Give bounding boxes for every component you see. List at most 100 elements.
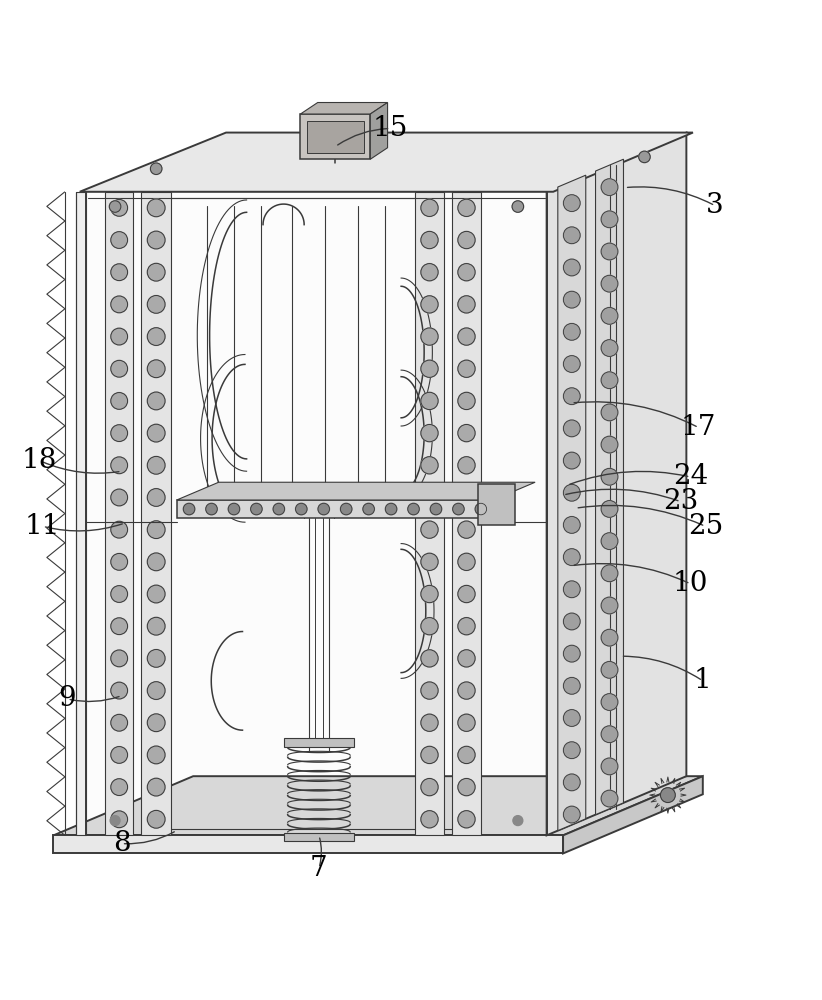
Circle shape bbox=[421, 360, 438, 377]
Circle shape bbox=[421, 296, 438, 313]
Circle shape bbox=[421, 811, 438, 828]
Circle shape bbox=[601, 307, 618, 324]
Circle shape bbox=[111, 457, 127, 474]
Circle shape bbox=[563, 291, 580, 308]
Polygon shape bbox=[301, 114, 370, 159]
Polygon shape bbox=[563, 776, 703, 853]
Circle shape bbox=[458, 392, 475, 410]
Circle shape bbox=[111, 264, 127, 281]
Circle shape bbox=[601, 597, 618, 614]
Circle shape bbox=[421, 746, 438, 764]
Text: 25: 25 bbox=[688, 513, 723, 540]
Circle shape bbox=[563, 356, 580, 372]
Circle shape bbox=[340, 503, 352, 515]
Polygon shape bbox=[177, 500, 493, 518]
Circle shape bbox=[458, 328, 475, 345]
Circle shape bbox=[111, 747, 127, 763]
Circle shape bbox=[563, 195, 580, 211]
Circle shape bbox=[421, 618, 438, 635]
Circle shape bbox=[147, 360, 165, 378]
Text: 1: 1 bbox=[694, 667, 712, 694]
Circle shape bbox=[563, 710, 580, 726]
Text: 18: 18 bbox=[21, 447, 58, 474]
Text: 3: 3 bbox=[706, 192, 724, 219]
Circle shape bbox=[512, 201, 524, 212]
Circle shape bbox=[421, 199, 438, 216]
Circle shape bbox=[251, 503, 262, 515]
Polygon shape bbox=[53, 835, 563, 853]
Circle shape bbox=[458, 618, 475, 635]
Circle shape bbox=[147, 263, 165, 281]
Circle shape bbox=[421, 553, 438, 570]
Circle shape bbox=[421, 682, 438, 699]
Polygon shape bbox=[595, 159, 624, 815]
Circle shape bbox=[421, 585, 438, 603]
Circle shape bbox=[421, 328, 438, 345]
Circle shape bbox=[458, 264, 475, 281]
Circle shape bbox=[111, 232, 127, 248]
Circle shape bbox=[421, 424, 438, 442]
Circle shape bbox=[147, 231, 165, 249]
Circle shape bbox=[563, 227, 580, 244]
Circle shape bbox=[601, 501, 618, 517]
Text: 24: 24 bbox=[673, 463, 708, 490]
Circle shape bbox=[111, 811, 127, 828]
Circle shape bbox=[147, 682, 165, 699]
Circle shape bbox=[183, 503, 195, 515]
Polygon shape bbox=[370, 103, 388, 159]
Circle shape bbox=[147, 456, 165, 474]
Text: 15: 15 bbox=[372, 115, 409, 142]
Circle shape bbox=[563, 484, 580, 501]
Circle shape bbox=[601, 726, 618, 743]
Circle shape bbox=[563, 581, 580, 598]
Circle shape bbox=[458, 231, 475, 249]
Polygon shape bbox=[177, 482, 535, 500]
Circle shape bbox=[111, 682, 127, 699]
Polygon shape bbox=[301, 103, 388, 114]
Circle shape bbox=[109, 201, 121, 212]
Circle shape bbox=[111, 553, 127, 570]
Circle shape bbox=[601, 468, 618, 485]
Circle shape bbox=[563, 323, 580, 340]
Circle shape bbox=[229, 503, 240, 515]
Circle shape bbox=[601, 436, 618, 453]
Circle shape bbox=[563, 613, 580, 630]
Circle shape bbox=[147, 328, 165, 345]
Circle shape bbox=[147, 714, 165, 732]
Circle shape bbox=[475, 503, 487, 515]
Polygon shape bbox=[284, 738, 354, 747]
Circle shape bbox=[147, 617, 165, 635]
Circle shape bbox=[363, 503, 374, 515]
Circle shape bbox=[147, 810, 165, 828]
Circle shape bbox=[513, 816, 523, 826]
Circle shape bbox=[147, 521, 165, 539]
Circle shape bbox=[421, 457, 438, 474]
Circle shape bbox=[563, 742, 580, 759]
Circle shape bbox=[458, 811, 475, 828]
Circle shape bbox=[147, 489, 165, 506]
Text: 23: 23 bbox=[663, 488, 698, 515]
Circle shape bbox=[458, 714, 475, 731]
Text: 8: 8 bbox=[113, 830, 131, 857]
Circle shape bbox=[601, 179, 618, 196]
Circle shape bbox=[421, 392, 438, 410]
Circle shape bbox=[601, 243, 618, 260]
Circle shape bbox=[421, 489, 438, 506]
Circle shape bbox=[563, 388, 580, 405]
Polygon shape bbox=[547, 133, 686, 835]
Polygon shape bbox=[415, 192, 444, 835]
Circle shape bbox=[111, 489, 127, 506]
Text: 10: 10 bbox=[672, 570, 709, 597]
Circle shape bbox=[601, 404, 618, 421]
Circle shape bbox=[111, 199, 127, 216]
Circle shape bbox=[147, 650, 165, 667]
Circle shape bbox=[458, 682, 475, 699]
Circle shape bbox=[661, 788, 676, 802]
Circle shape bbox=[421, 714, 438, 731]
Circle shape bbox=[458, 778, 475, 796]
Circle shape bbox=[147, 585, 165, 603]
Circle shape bbox=[563, 259, 580, 276]
Text: 7: 7 bbox=[310, 855, 328, 882]
Circle shape bbox=[458, 199, 475, 216]
Polygon shape bbox=[105, 192, 133, 835]
